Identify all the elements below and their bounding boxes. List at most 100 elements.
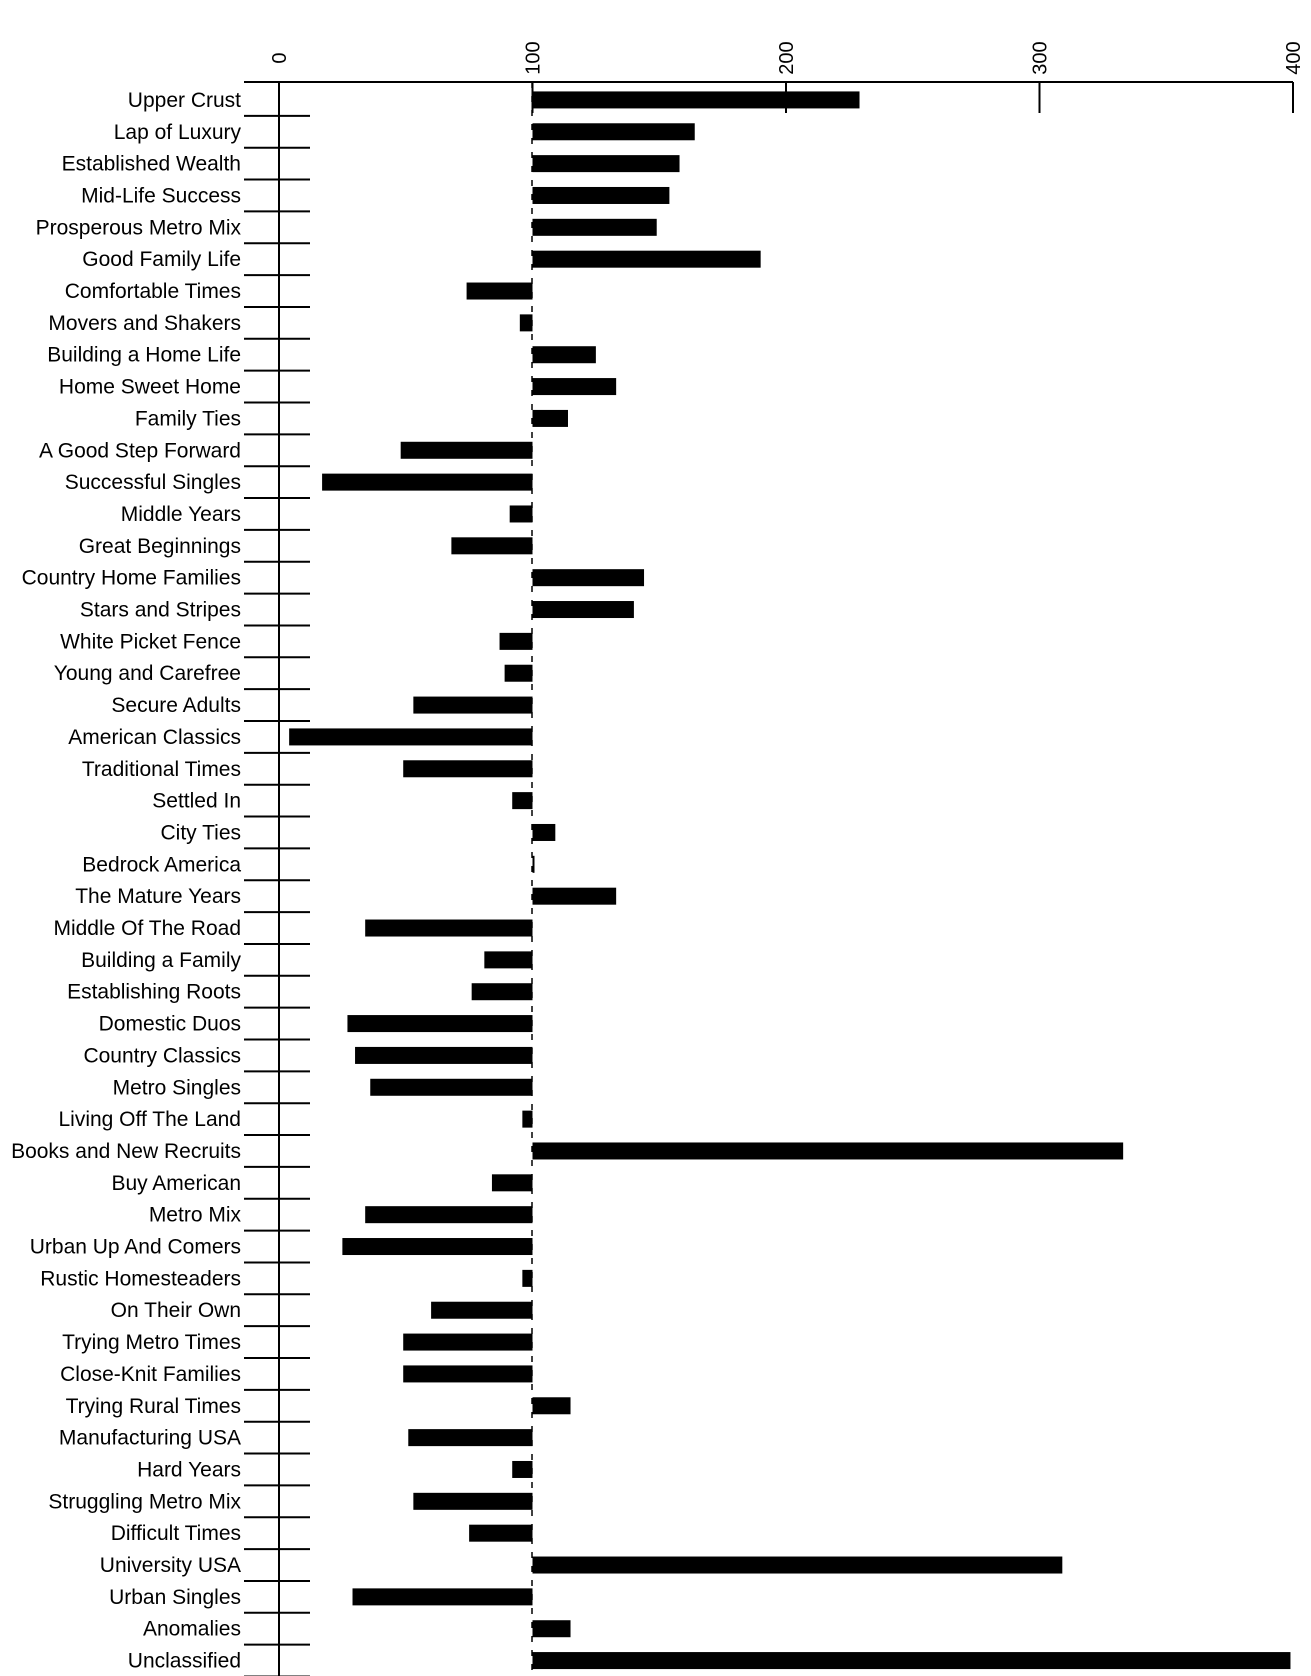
bar bbox=[532, 569, 645, 587]
bar bbox=[532, 409, 568, 427]
category-label: University USA bbox=[100, 1554, 241, 1577]
category-label: Country Home Families bbox=[22, 567, 241, 590]
category-rows: Upper Crust Lap of Luxury Established Weal… bbox=[11, 89, 310, 1676]
category-label: Comfortable Times bbox=[65, 280, 241, 303]
category-label: Rustic Homesteaders bbox=[40, 1267, 241, 1290]
category-label: Buy American bbox=[111, 1172, 241, 1195]
category-label: Lap of Luxury bbox=[114, 121, 242, 144]
category-label: Mid-Life Success bbox=[81, 184, 241, 207]
bar bbox=[509, 505, 533, 523]
category-label: Trying Rural Times bbox=[66, 1395, 241, 1418]
category-label: Country Classics bbox=[83, 1044, 241, 1067]
category-label: Struggling Metro Mix bbox=[48, 1490, 241, 1513]
bar bbox=[469, 1524, 533, 1542]
category-label: White Picket Fence bbox=[60, 630, 241, 653]
category-label: Successful Singles bbox=[65, 471, 241, 494]
bar bbox=[532, 1397, 571, 1415]
category-label: Young and Carefree bbox=[54, 662, 241, 685]
category-label: Unclassified bbox=[128, 1650, 241, 1673]
bar bbox=[532, 123, 695, 141]
bar bbox=[532, 1556, 1063, 1574]
category-label: Building a Home Life bbox=[47, 344, 241, 367]
bar bbox=[504, 664, 533, 682]
bar bbox=[491, 1174, 533, 1192]
category-label: American Classics bbox=[68, 726, 241, 749]
category-label: City Ties bbox=[160, 821, 241, 844]
category-label: Living Off The Land bbox=[58, 1108, 241, 1131]
category-label: Metro Mix bbox=[149, 1204, 242, 1227]
category-label: Middle Years bbox=[121, 503, 241, 526]
bar bbox=[512, 792, 533, 810]
bar bbox=[342, 1238, 533, 1256]
bar bbox=[532, 378, 617, 396]
category-label: Trying Metro Times bbox=[62, 1331, 241, 1354]
bar bbox=[532, 601, 634, 619]
category-label: Home Sweet Home bbox=[59, 376, 241, 399]
bar bbox=[400, 441, 533, 459]
category-label: Stars and Stripes bbox=[80, 599, 241, 622]
bar bbox=[322, 473, 533, 491]
category-label: On Their Own bbox=[111, 1299, 241, 1322]
category-label: Established Wealth bbox=[62, 153, 241, 176]
category-label: Traditional Times bbox=[82, 758, 241, 781]
category-label: Metro Singles bbox=[113, 1076, 241, 1099]
bar bbox=[522, 1269, 533, 1287]
bar bbox=[532, 155, 680, 173]
category-label: Great Beginnings bbox=[79, 535, 241, 558]
bar bbox=[347, 1015, 533, 1033]
bar bbox=[532, 887, 617, 905]
bar bbox=[471, 983, 533, 1001]
category-label: The Mature Years bbox=[75, 885, 241, 908]
bar bbox=[408, 1429, 533, 1447]
category-label: Family Ties bbox=[135, 407, 241, 430]
bar bbox=[522, 1110, 533, 1128]
category-label: Hard Years bbox=[137, 1458, 241, 1481]
bar bbox=[413, 696, 533, 714]
category-label: Books and New Recruits bbox=[11, 1140, 241, 1163]
bar bbox=[532, 186, 670, 204]
category-label: Settled In bbox=[152, 790, 241, 813]
bar bbox=[484, 951, 533, 969]
bar bbox=[365, 919, 533, 937]
x-axis-ticks: 0 100 200 300 400 bbox=[269, 41, 1305, 113]
x-tick-label: 0 bbox=[269, 52, 291, 63]
x-tick-label: 300 bbox=[1030, 41, 1052, 74]
x-tick-label: 100 bbox=[523, 41, 545, 74]
category-label: Secure Adults bbox=[111, 694, 241, 717]
category-label: A Good Step Forward bbox=[39, 439, 241, 462]
bar bbox=[532, 855, 535, 873]
bar bbox=[532, 1142, 1124, 1160]
category-label: Urban Singles bbox=[109, 1586, 241, 1609]
category-label: Good Family Life bbox=[82, 248, 241, 271]
bar bbox=[355, 1046, 533, 1064]
bar bbox=[532, 91, 860, 109]
bar bbox=[403, 760, 533, 778]
category-label: Establishing Roots bbox=[67, 981, 241, 1004]
bar bbox=[466, 282, 533, 300]
bar bbox=[352, 1588, 533, 1606]
bar bbox=[431, 1301, 533, 1319]
category-label: Movers and Shakers bbox=[48, 312, 241, 335]
category-label: Manufacturing USA bbox=[59, 1427, 241, 1450]
category-label: Domestic Duos bbox=[99, 1013, 241, 1036]
bar bbox=[403, 1365, 533, 1383]
bar bbox=[451, 537, 533, 555]
bar bbox=[532, 823, 556, 841]
bar bbox=[532, 250, 761, 268]
bar bbox=[499, 632, 533, 650]
category-label: Middle Of The Road bbox=[53, 917, 241, 940]
category-label: Building a Family bbox=[81, 949, 241, 972]
category-label: Upper Crust bbox=[128, 89, 241, 112]
bar bbox=[532, 1620, 571, 1638]
category-label: Close-Knit Families bbox=[60, 1363, 241, 1386]
bar bbox=[370, 1078, 533, 1096]
x-tick-label: 200 bbox=[776, 41, 798, 74]
bar bbox=[289, 728, 533, 746]
bar bbox=[365, 1206, 533, 1224]
category-label: Difficult Times bbox=[111, 1522, 241, 1545]
bar bbox=[519, 314, 533, 332]
bar bbox=[532, 1652, 1291, 1670]
bar bbox=[512, 1460, 533, 1478]
bar bbox=[532, 346, 596, 364]
